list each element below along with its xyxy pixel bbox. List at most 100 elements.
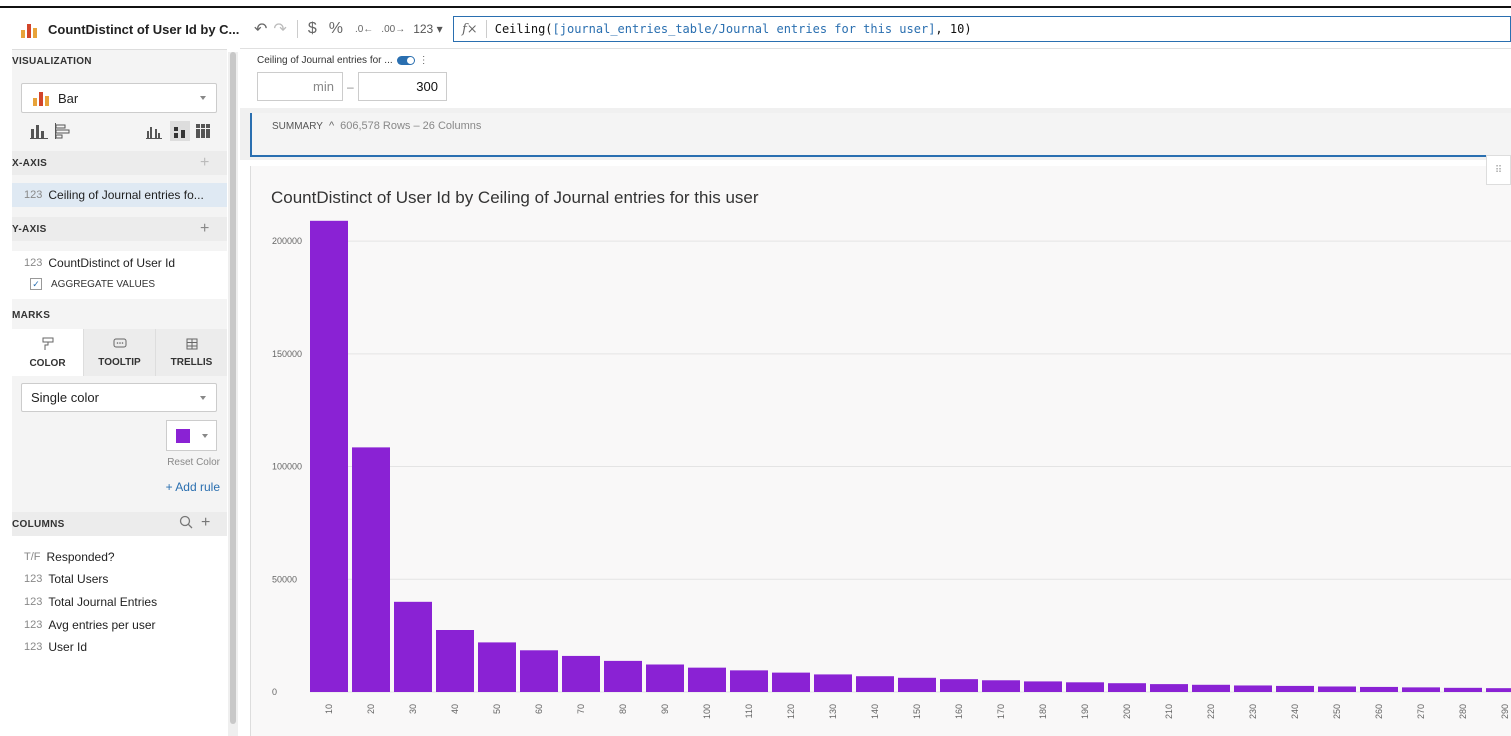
y-tick-label: 0 xyxy=(272,687,277,697)
column-item[interactable]: 123 User Id xyxy=(24,640,87,654)
number-type-icon: 123 xyxy=(24,641,43,653)
aggregate-checkbox[interactable]: ✓ xyxy=(30,278,42,290)
increase-decimals-icon[interactable]: .00→ xyxy=(381,23,406,35)
tab-trellis[interactable]: TRELLIS xyxy=(156,329,227,376)
number-format-label: 123 xyxy=(413,22,434,36)
bar[interactable] xyxy=(478,642,516,692)
grouped-bars-icon[interactable] xyxy=(146,123,162,144)
decrease-decimals-icon[interactable]: .0← xyxy=(354,23,374,35)
drag-handle-icon[interactable]: ⠿ xyxy=(1486,155,1511,185)
bar[interactable] xyxy=(1486,688,1511,692)
filter-min-input[interactable]: min xyxy=(257,72,343,101)
bar[interactable] xyxy=(688,667,726,692)
yaxis-header xyxy=(12,217,227,241)
bar[interactable] xyxy=(1234,685,1272,692)
tab-tooltip[interactable]: TOOLTIP xyxy=(84,329,156,376)
xaxis-field-pill[interactable]: 123 Ceiling of Journal entries fo... xyxy=(12,183,227,207)
vertical-bars-icon[interactable] xyxy=(30,123,48,144)
tab-color[interactable]: COLOR xyxy=(12,329,84,376)
bar[interactable] xyxy=(1108,683,1146,692)
bar[interactable] xyxy=(646,664,684,692)
chevron-up-icon[interactable]: ^ xyxy=(328,120,335,132)
column-name: User Id xyxy=(48,640,88,654)
bar[interactable] xyxy=(436,630,474,692)
filter-toggle[interactable] xyxy=(396,56,415,65)
add-rule-link[interactable]: + Add rule xyxy=(165,480,220,494)
chart-type-select[interactable]: Bar xyxy=(21,83,217,113)
reset-color-link[interactable]: Reset Color xyxy=(167,457,220,468)
percent-format-button[interactable]: % xyxy=(328,20,343,37)
bar[interactable] xyxy=(856,676,894,692)
formula-reference: [journal_entries_table/Journal entries f… xyxy=(552,22,936,36)
bar[interactable] xyxy=(814,674,852,692)
x-tick-label: 280 xyxy=(1458,704,1468,719)
bar[interactable] xyxy=(352,447,390,692)
column-item[interactable]: 123 Avg entries per user xyxy=(24,618,156,632)
search-icon[interactable] xyxy=(179,515,193,532)
column-name: Total Users xyxy=(48,572,109,586)
add-column-icon[interactable]: + xyxy=(201,514,211,531)
redo-icon[interactable]: ↷ xyxy=(273,21,287,38)
filter-max-input[interactable]: 300 xyxy=(358,72,447,101)
tab-tooltip-label: TOOLTIP xyxy=(98,356,141,368)
bar[interactable] xyxy=(730,670,768,692)
number-type-icon: 123 xyxy=(24,257,43,269)
aggregate-label: AGGREGATE VALUES xyxy=(51,279,156,290)
add-yaxis-icon[interactable]: + xyxy=(200,220,210,237)
function-icon: f× xyxy=(462,21,478,37)
element-title-bar: CountDistinct of User Id by C... xyxy=(12,10,239,50)
column-item[interactable]: 123 Total Users xyxy=(24,572,108,586)
bar[interactable] xyxy=(604,660,642,692)
xaxis-heading: X-AXIS xyxy=(12,158,48,169)
element-title[interactable]: CountDistinct of User Id by C... xyxy=(48,22,240,37)
x-tick-label: 180 xyxy=(1038,704,1048,719)
bar[interactable] xyxy=(562,655,600,692)
number-type-icon: 123 xyxy=(24,573,43,585)
x-tick-label: 40 xyxy=(450,704,460,714)
number-format-dropdown[interactable]: 123 ▾ xyxy=(413,22,443,36)
bar[interactable] xyxy=(1276,685,1314,692)
bar[interactable] xyxy=(394,601,432,692)
bar[interactable] xyxy=(772,672,810,692)
yaxis-field-name: CountDistinct of User Id xyxy=(48,256,176,270)
bar[interactable] xyxy=(898,677,936,692)
bar-chart-logo-icon xyxy=(20,22,40,38)
more-options-icon[interactable]: ⋮ xyxy=(418,55,429,66)
horizontal-bars-icon[interactable] xyxy=(55,123,71,144)
stacked-bars-icon[interactable] xyxy=(170,121,190,141)
formula-text[interactable]: Ceiling([journal_entries_table/Journal e… xyxy=(495,22,972,36)
bar[interactable] xyxy=(940,679,978,692)
bar[interactable] xyxy=(520,650,558,692)
tooltip-icon xyxy=(113,338,127,353)
bar[interactable] xyxy=(1066,682,1104,692)
summary-bar[interactable]: SUMMARY ^ 606,578 Rows – 26 Columns xyxy=(250,113,1511,157)
aggregate-row-bg xyxy=(12,273,227,299)
column-item[interactable]: T/F Responded? xyxy=(24,550,115,564)
yaxis-heading: Y-AXIS xyxy=(12,224,47,235)
bar[interactable] xyxy=(1150,684,1188,692)
x-tick-label: 60 xyxy=(534,704,544,714)
x-tick-label: 170 xyxy=(996,704,1006,719)
bar[interactable] xyxy=(982,680,1020,692)
bar[interactable] xyxy=(1318,686,1356,692)
bar[interactable] xyxy=(1444,687,1482,692)
color-mode-select[interactable]: Single color xyxy=(21,383,217,412)
bar[interactable] xyxy=(1024,681,1062,692)
color-mode-value: Single color xyxy=(31,390,99,405)
column-item[interactable]: 123 Total Journal Entries xyxy=(24,595,157,609)
sidebar-scroll-thumb[interactable] xyxy=(230,52,236,724)
x-tick-label: 220 xyxy=(1206,704,1216,719)
columns-header xyxy=(12,512,227,536)
add-xaxis-icon[interactable]: + xyxy=(200,154,210,171)
undo-icon[interactable]: ↶ xyxy=(254,21,268,38)
color-swatch-picker[interactable] xyxy=(166,420,217,451)
yaxis-field-pill[interactable]: 123 CountDistinct of User Id xyxy=(12,251,227,275)
bar[interactable] xyxy=(1402,687,1440,692)
percent-stacked-bars-icon[interactable] xyxy=(195,123,211,144)
bar[interactable] xyxy=(1192,684,1230,692)
bar[interactable] xyxy=(310,220,348,693)
currency-format-button[interactable]: $ xyxy=(307,20,317,37)
formula-bar[interactable]: f× Ceiling([journal_entries_table/Journa… xyxy=(453,16,1511,42)
bar[interactable] xyxy=(1360,686,1398,692)
x-tick-label: 230 xyxy=(1248,704,1258,719)
